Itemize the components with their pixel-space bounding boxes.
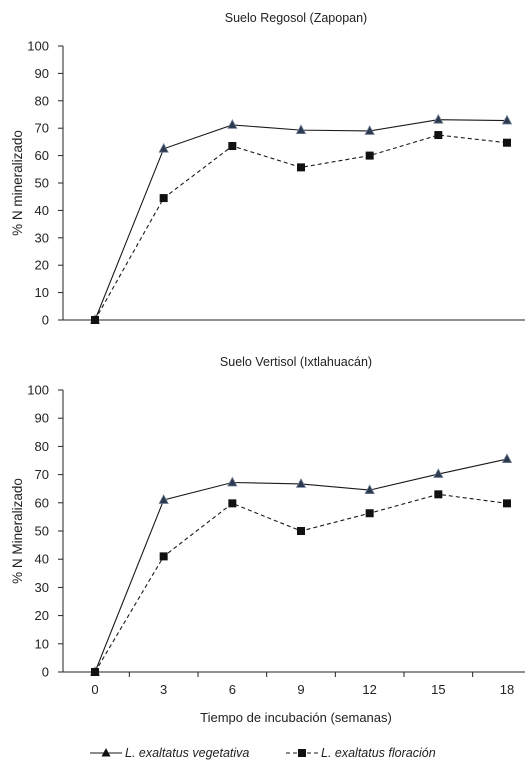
y-tick-label: 40 xyxy=(35,203,49,218)
y-tick-label: 60 xyxy=(35,148,49,163)
x-tick-label: 15 xyxy=(431,682,445,697)
y-tick-label: 0 xyxy=(42,665,49,680)
data-point-triangle xyxy=(433,468,444,478)
chart-1: Suelo Regosol (Zapopan) % N mineralizado 0… xyxy=(10,11,525,328)
x-tick-label: 9 xyxy=(297,682,304,697)
data-point-triangle xyxy=(501,453,513,463)
y-tick-label: 10 xyxy=(35,285,49,300)
y-tick-label: 20 xyxy=(35,608,49,623)
data-point-square xyxy=(159,194,168,203)
y-tick-label: 80 xyxy=(35,439,49,454)
data-point-triangle xyxy=(227,119,238,129)
legend-item-floracion: L. exaltatus floración xyxy=(286,746,436,760)
x-tick-label: 3 xyxy=(160,682,167,697)
y-tick-label: 10 xyxy=(35,636,49,651)
data-point-triangle xyxy=(158,494,169,504)
y-tick-label: 70 xyxy=(35,467,49,482)
data-point-triangle xyxy=(501,114,513,125)
legend-marker-square xyxy=(298,749,306,757)
y-tick-label: 100 xyxy=(27,39,49,54)
data-point-square xyxy=(503,499,511,508)
data-point-square xyxy=(503,138,511,147)
data-point-triangle xyxy=(295,478,307,488)
y-tick-label: 30 xyxy=(35,580,49,595)
data-point-square xyxy=(365,151,374,160)
data-point-square xyxy=(91,668,99,676)
data-point-triangle xyxy=(158,142,169,153)
y-tick-label: 100 xyxy=(27,383,49,398)
y-tick-label: 30 xyxy=(35,230,49,245)
x-tick-label: 6 xyxy=(229,682,236,697)
data-point-square xyxy=(91,316,99,324)
legend: L. exaltatus vegetativa L. exaltatus flor… xyxy=(90,746,436,760)
chart-2: Suelo Vertisol (Ixtlahuacán) % N Minerali… xyxy=(10,355,525,725)
x-axis-label: Tiempo de incubación (semanas) xyxy=(200,710,392,725)
legend-item-vegetativa: L. exaltatus vegetativa xyxy=(90,746,249,760)
data-point-square xyxy=(228,499,237,508)
y-tick-label: 60 xyxy=(35,495,49,510)
series-line-vegetativa xyxy=(94,119,508,321)
data-point-triangle xyxy=(295,124,307,135)
x-tick-label: 0 xyxy=(91,682,98,697)
data-point-square xyxy=(434,490,443,499)
x-tick-label: 18 xyxy=(500,682,514,697)
y-axis-label: % N mineralizado xyxy=(10,130,25,236)
y-tick-label: 20 xyxy=(35,258,49,273)
x-tick-label: 12 xyxy=(362,682,376,697)
data-point-square xyxy=(434,131,443,140)
series-line-floracion xyxy=(94,493,508,673)
y-tick-label: 90 xyxy=(35,66,49,81)
data-point-square xyxy=(297,527,305,535)
y-tick-label: 50 xyxy=(35,176,49,191)
y-tick-label: 90 xyxy=(35,411,49,426)
legend-label: L. exaltatus floración xyxy=(321,746,436,760)
data-point-square xyxy=(365,509,374,518)
series-line-vegetativa xyxy=(94,458,508,673)
y-tick-label: 70 xyxy=(35,121,49,136)
data-point-square xyxy=(159,552,168,561)
data-point-triangle xyxy=(364,484,375,495)
data-point-square xyxy=(228,142,237,151)
legend-marker-triangle xyxy=(101,748,111,757)
y-tick-label: 80 xyxy=(35,93,49,108)
data-point-square xyxy=(297,163,305,172)
chart-title: Suelo Regosol (Zapopan) xyxy=(225,11,367,25)
data-point-triangle xyxy=(433,113,444,124)
data-point-triangle xyxy=(364,125,375,135)
y-axis-label: % N Mineralizado xyxy=(10,478,25,584)
y-tick-label: 50 xyxy=(35,524,49,539)
y-tick-label: 40 xyxy=(35,552,49,567)
y-tick-label: 0 xyxy=(42,313,49,328)
legend-label: L. exaltatus vegetativa xyxy=(125,746,249,760)
series-line-floracion xyxy=(94,134,508,321)
chart-title: Suelo Vertisol (Ixtlahuacán) xyxy=(220,355,372,369)
data-point-triangle xyxy=(227,476,238,487)
